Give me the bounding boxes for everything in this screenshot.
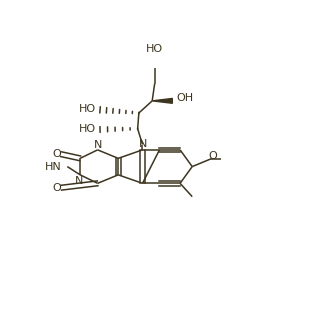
Text: N: N — [139, 139, 147, 149]
Text: HN: HN — [45, 162, 62, 172]
Polygon shape — [152, 98, 172, 103]
Text: O: O — [52, 183, 61, 193]
Text: O: O — [208, 151, 217, 161]
Text: HO: HO — [146, 44, 163, 54]
Text: HO: HO — [79, 124, 96, 134]
Text: OH: OH — [176, 94, 193, 103]
Text: N: N — [93, 140, 102, 150]
Text: N: N — [75, 176, 83, 186]
Text: HO: HO — [79, 104, 96, 114]
Text: O: O — [52, 149, 61, 159]
